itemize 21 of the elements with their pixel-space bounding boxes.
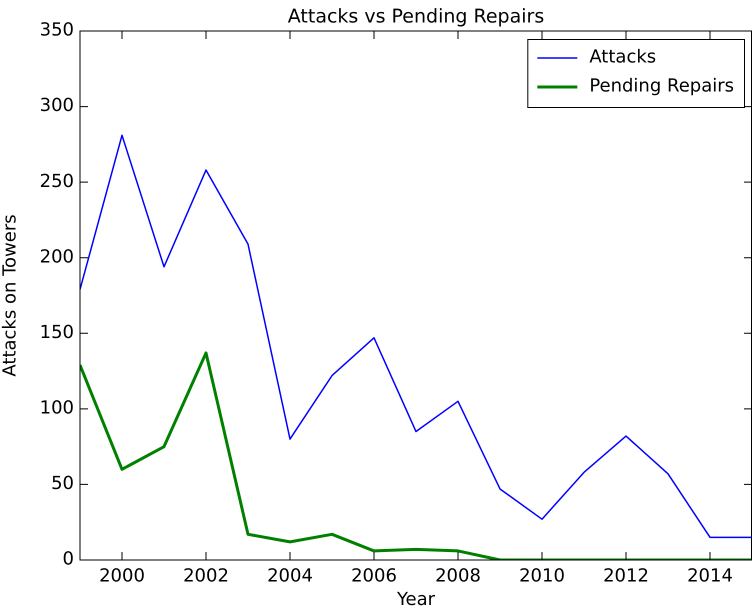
x-tick-label: 2002 [183,565,229,586]
y-tick-label: 200 [40,246,74,268]
chart-title: Attacks vs Pending Repairs [288,5,544,28]
y-tick-label: 150 [40,322,74,343]
y-tick-label: 350 [40,20,74,41]
y-tick-label: 50 [51,473,74,494]
x-tick-label: 2012 [603,565,649,586]
y-tick-label: 0 [62,548,74,570]
y-tick-label: 300 [40,95,74,116]
legend-label: Attacks [589,46,656,68]
y-axis-title: Attacks on Towers [0,214,20,377]
x-tick-label: 2006 [351,565,397,586]
legend-label: Pending Repairs [589,76,734,97]
x-tick-label: 2010 [519,565,565,586]
y-tick-label: 250 [40,170,74,192]
x-tick-label: 2004 [267,565,313,586]
x-tick-label: 2014 [687,565,733,586]
x-axis-title: Year [396,588,436,610]
y-tick-label: 100 [40,398,74,419]
x-tick-label: 2000 [99,565,145,586]
x-tick-label: 2008 [435,565,481,586]
